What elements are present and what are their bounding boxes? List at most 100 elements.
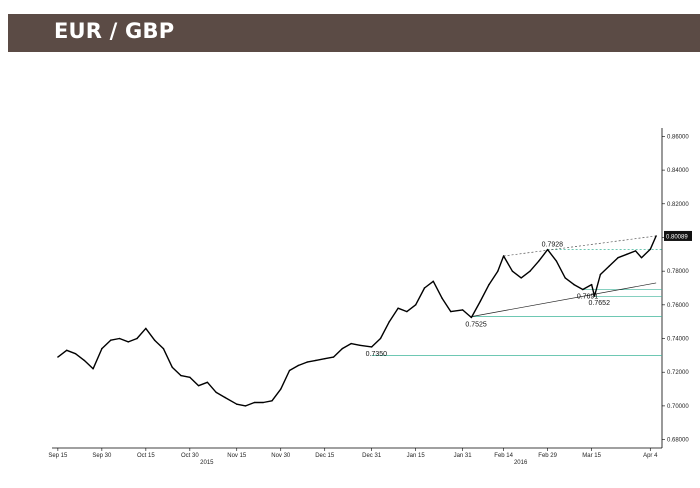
x-tick-label: Sep 15	[48, 453, 68, 459]
price-point	[626, 253, 628, 256]
x-tick-label: Dec 31	[362, 453, 382, 459]
price-point	[145, 327, 147, 330]
price-point	[608, 265, 610, 267]
x-tick-label: Oct 15	[137, 453, 155, 459]
price-point	[153, 339, 156, 341]
price-point	[83, 359, 85, 362]
x-tick-label: Jan 31	[454, 453, 473, 459]
price-point	[341, 347, 344, 350]
price-point	[640, 256, 643, 259]
price-point	[599, 273, 602, 276]
price-point	[593, 295, 596, 297]
level-annotation: 0.7525	[465, 321, 487, 328]
x-tick-label: Sep 30	[92, 453, 112, 459]
price-point	[590, 283, 593, 286]
price-point	[379, 337, 382, 340]
price-point	[649, 248, 651, 250]
x-tick-label: Oct 30	[181, 453, 199, 459]
price-point	[324, 358, 326, 360]
price-point	[288, 369, 291, 372]
price-point	[564, 277, 566, 279]
price-point	[74, 352, 77, 355]
price-point	[432, 280, 434, 282]
price-point	[280, 388, 282, 390]
price-point	[423, 287, 426, 289]
y-tick-label: 0.82000	[667, 202, 689, 208]
price-point	[171, 366, 173, 368]
price-point	[479, 300, 481, 303]
price-point	[359, 344, 361, 346]
price-point	[253, 401, 256, 404]
trend-line	[503, 235, 657, 257]
price-point	[350, 342, 352, 345]
price-point	[118, 337, 121, 340]
price-point	[370, 346, 373, 348]
price-point	[215, 391, 217, 394]
y-tick-label: 0.68000	[667, 438, 689, 444]
y-tick-label: 0.86000	[667, 134, 689, 140]
y-tick-label: 0.72000	[667, 370, 689, 376]
price-point	[127, 341, 129, 343]
price-point	[388, 320, 390, 323]
price-point	[136, 337, 138, 340]
y-tick-label: 0.76000	[667, 303, 689, 309]
price-point	[414, 304, 417, 306]
price-point	[502, 255, 505, 257]
price-point	[109, 339, 112, 341]
level-annotation: 0.7350	[366, 351, 388, 358]
level-annotation: 0.7928	[542, 242, 564, 249]
price-point	[271, 400, 273, 402]
y-tick-label: 0.84000	[667, 168, 689, 174]
price-point	[634, 250, 637, 252]
last-value-label: 0.80089	[666, 234, 688, 240]
price-point	[470, 316, 473, 319]
price-point	[180, 374, 182, 377]
price-line	[57, 235, 657, 407]
price-point	[101, 347, 103, 350]
price-point	[306, 361, 308, 363]
price-point	[162, 347, 165, 350]
price-point	[297, 364, 300, 367]
price-point	[262, 401, 264, 404]
price-point	[406, 310, 408, 313]
price-point	[520, 277, 522, 279]
price-point	[244, 405, 247, 407]
price-point	[315, 359, 317, 362]
price-point	[573, 283, 575, 286]
price-point	[189, 376, 191, 378]
price-point	[441, 297, 443, 299]
price-point	[206, 381, 209, 384]
price-point	[488, 283, 490, 286]
x-tick-label: Mar 15	[582, 453, 601, 459]
trend-line	[471, 282, 657, 317]
price-point	[582, 288, 584, 291]
level-annotation: 0.7691	[577, 294, 599, 301]
price-point	[538, 260, 540, 262]
y-tick-label: 0.78000	[667, 269, 689, 275]
title-bar: EUR / GBP	[8, 14, 700, 52]
price-point	[555, 260, 558, 262]
x-tick-label: Nov 15	[227, 453, 247, 459]
price-point	[236, 403, 238, 405]
x-tick-label: Jan 15	[407, 453, 426, 459]
price-point	[65, 349, 68, 352]
level-annotation: 0.7652	[589, 300, 611, 307]
x-tick-label: Nov 30	[271, 453, 291, 459]
price-point	[655, 235, 657, 237]
price-point	[332, 356, 335, 358]
price-point	[617, 256, 619, 259]
chart-title: EUR / GBP	[54, 19, 175, 43]
price-point	[546, 248, 549, 251]
price-point	[461, 309, 464, 311]
price-point	[224, 396, 226, 399]
price-point	[450, 310, 452, 313]
y-tick-label: 0.70000	[667, 404, 689, 410]
x-tick-label: Feb 29	[538, 453, 557, 459]
price-point	[529, 270, 531, 272]
y-tick-label: 0.74000	[667, 337, 689, 343]
price-point	[57, 356, 59, 358]
year-label: 2016	[514, 460, 528, 466]
price-point	[497, 270, 499, 272]
price-point	[397, 307, 399, 309]
